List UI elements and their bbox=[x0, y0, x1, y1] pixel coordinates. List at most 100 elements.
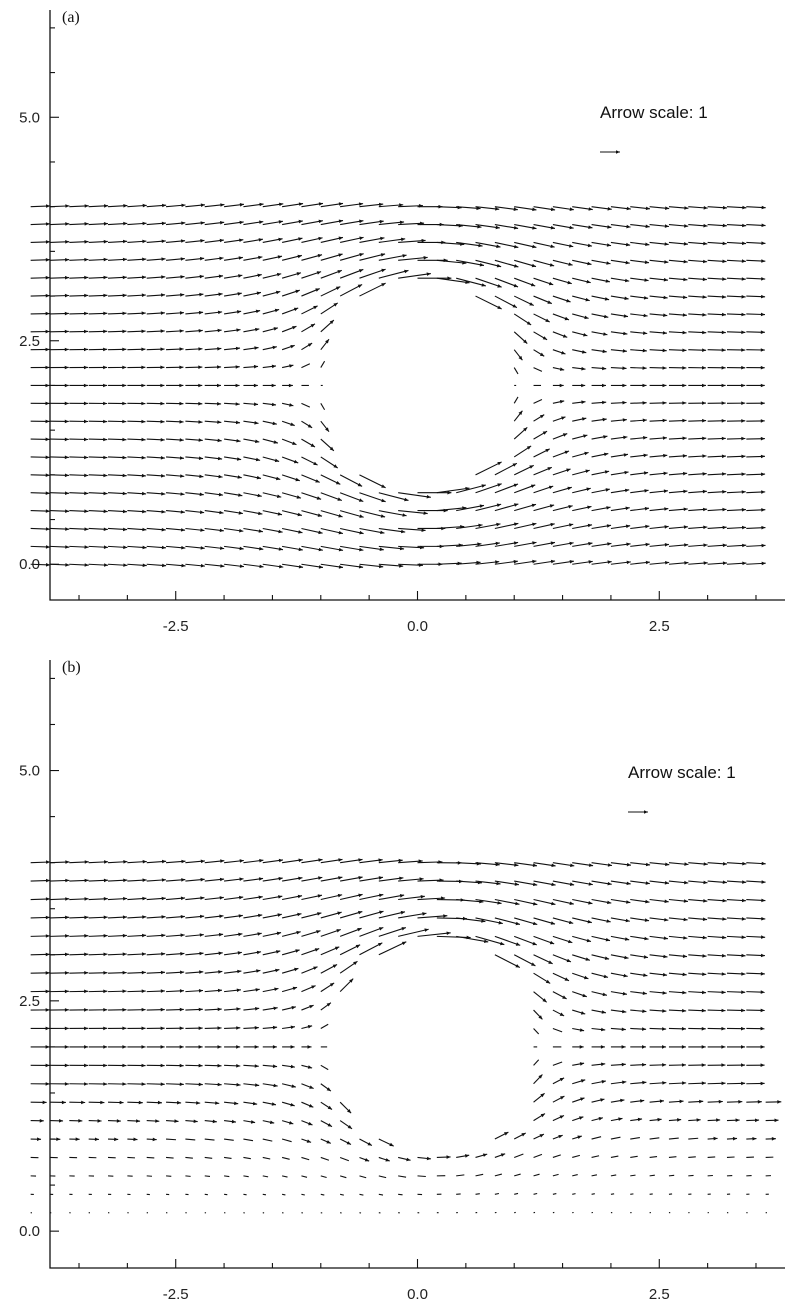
vector bbox=[282, 894, 303, 901]
vector bbox=[630, 295, 649, 300]
vector bbox=[359, 282, 386, 297]
vector bbox=[49, 419, 69, 424]
vector bbox=[552, 560, 574, 565]
panel-b-y-tick-label: 0.0 bbox=[19, 1223, 40, 1240]
vector bbox=[262, 1101, 277, 1106]
panel-b-y-tick-label: 2.5 bbox=[19, 993, 40, 1010]
vector bbox=[224, 859, 244, 864]
vector bbox=[552, 1114, 565, 1122]
vector bbox=[475, 1193, 480, 1195]
vector bbox=[533, 485, 554, 494]
vector bbox=[707, 543, 727, 548]
vector bbox=[30, 1082, 50, 1086]
vector bbox=[204, 420, 222, 424]
vector bbox=[282, 1064, 295, 1069]
vector bbox=[649, 935, 668, 940]
vector bbox=[69, 473, 89, 478]
vector bbox=[533, 898, 556, 906]
vector bbox=[301, 202, 324, 208]
vector bbox=[88, 915, 108, 920]
vector bbox=[514, 1192, 519, 1195]
vector bbox=[146, 859, 167, 864]
vector bbox=[281, 272, 302, 279]
vector bbox=[378, 269, 409, 279]
vector bbox=[107, 239, 128, 244]
vector bbox=[204, 545, 225, 550]
vector bbox=[340, 858, 363, 864]
vector bbox=[630, 471, 649, 476]
vector bbox=[765, 1137, 776, 1141]
vector bbox=[127, 401, 146, 406]
vector bbox=[494, 224, 519, 230]
vector bbox=[88, 437, 108, 442]
vector bbox=[185, 510, 205, 514]
vector bbox=[378, 492, 409, 502]
vector bbox=[591, 1062, 606, 1067]
vector bbox=[224, 1045, 241, 1049]
vector bbox=[281, 307, 299, 315]
vector bbox=[204, 438, 222, 443]
vector bbox=[591, 954, 610, 960]
vector bbox=[204, 970, 223, 974]
vector bbox=[69, 545, 89, 549]
vector bbox=[668, 935, 688, 940]
vector bbox=[243, 563, 264, 569]
vector bbox=[649, 259, 669, 264]
vector bbox=[707, 277, 727, 281]
panel-b-x-tick-label: 0.0 bbox=[407, 1286, 428, 1303]
vector bbox=[572, 451, 589, 458]
vector bbox=[224, 969, 242, 974]
vector bbox=[166, 1138, 177, 1141]
vector bbox=[69, 897, 89, 901]
vector bbox=[688, 313, 707, 317]
vector bbox=[649, 366, 667, 370]
vector bbox=[320, 202, 344, 208]
vector bbox=[765, 1118, 779, 1123]
vector bbox=[320, 1138, 332, 1144]
vector bbox=[494, 206, 518, 211]
vector bbox=[30, 915, 50, 920]
vector bbox=[746, 294, 766, 299]
vector bbox=[340, 202, 364, 208]
vector bbox=[88, 563, 109, 567]
vector bbox=[513, 396, 519, 404]
vector bbox=[533, 259, 555, 267]
vector bbox=[127, 1026, 146, 1031]
vector bbox=[378, 1156, 390, 1162]
vector bbox=[572, 1097, 585, 1103]
vector bbox=[707, 401, 726, 405]
vector bbox=[127, 239, 147, 244]
vector bbox=[301, 1101, 314, 1108]
vector bbox=[610, 488, 630, 494]
vector bbox=[301, 985, 316, 993]
vector bbox=[746, 312, 765, 317]
vector bbox=[552, 1134, 563, 1140]
vector bbox=[591, 488, 610, 494]
vector bbox=[69, 491, 89, 496]
vector bbox=[610, 506, 630, 512]
vector bbox=[243, 456, 261, 462]
vector bbox=[359, 1175, 367, 1179]
vector bbox=[281, 949, 300, 956]
vector bbox=[146, 1063, 165, 1068]
vector bbox=[146, 438, 165, 442]
vector bbox=[746, 508, 766, 512]
panel-b-x-tick-label: -2.5 bbox=[163, 1286, 189, 1303]
vector bbox=[107, 563, 128, 567]
vector bbox=[630, 241, 650, 247]
vector bbox=[185, 1082, 203, 1087]
vector bbox=[494, 954, 521, 968]
vector bbox=[533, 1113, 546, 1122]
vector bbox=[494, 295, 518, 309]
vector bbox=[224, 1007, 241, 1011]
panel-a-x-tick-label: 2.5 bbox=[649, 618, 670, 635]
vector bbox=[630, 991, 647, 995]
vector bbox=[30, 1100, 47, 1105]
vector bbox=[204, 456, 223, 461]
vector bbox=[281, 527, 303, 534]
vector bbox=[301, 912, 322, 919]
vector bbox=[166, 329, 184, 333]
vector bbox=[572, 487, 591, 494]
vector bbox=[746, 1026, 765, 1031]
vector bbox=[224, 1026, 241, 1030]
